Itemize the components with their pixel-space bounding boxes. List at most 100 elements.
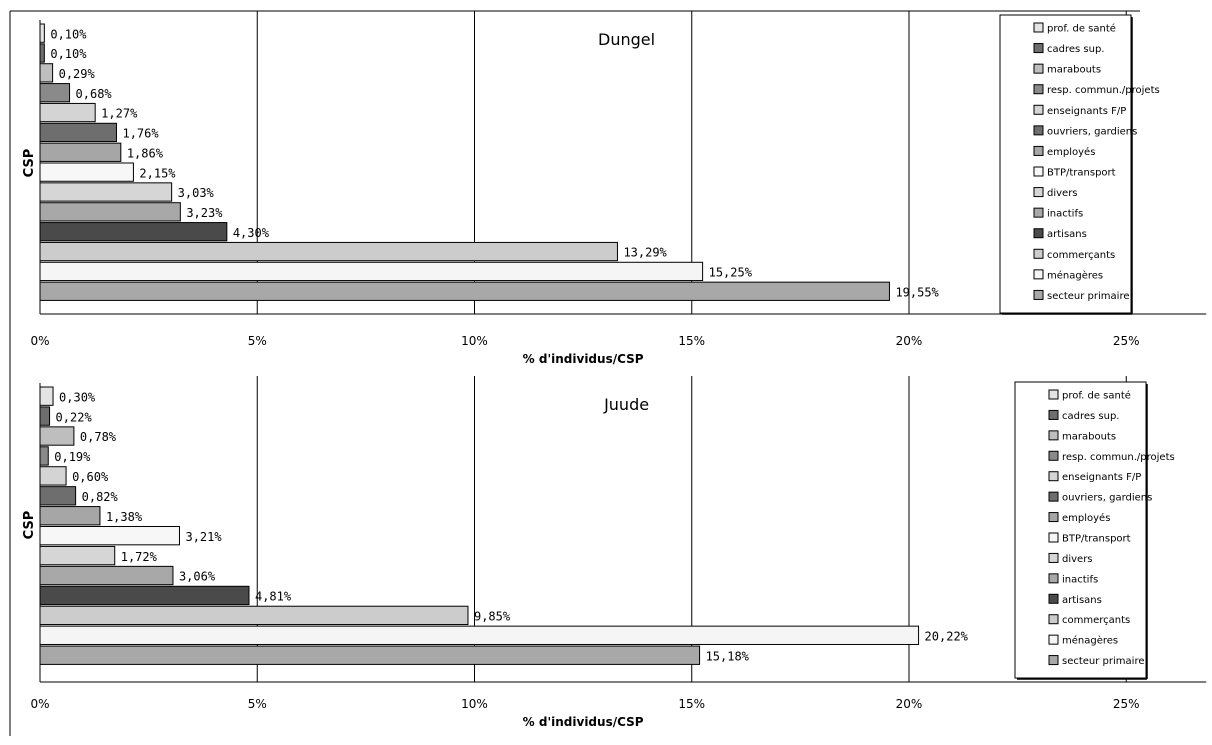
bar-value-label: 1,72% (121, 550, 158, 564)
legend-label: prof. de santé (1047, 23, 1116, 35)
bar-value-label: 1,38% (106, 510, 143, 524)
bar-5 (39, 466, 67, 486)
bar-4 (39, 83, 71, 103)
bar-value-label: 3,21% (185, 530, 222, 544)
bar-12 (39, 605, 469, 626)
legend-label: commerçants (1047, 250, 1115, 261)
bar-value-label: 0,60% (72, 470, 109, 484)
legend-label: secteur primaire (1047, 291, 1130, 302)
bar-value-label: 15,25% (709, 266, 753, 280)
legend-box (1014, 381, 1147, 679)
legend-swatch (1033, 187, 1044, 198)
legend-label: inactifs (1047, 209, 1083, 220)
bar-value-label: 0,29% (59, 67, 96, 81)
legend-swatch (1048, 430, 1059, 441)
bar-8 (39, 526, 180, 546)
legend-swatch (1033, 22, 1044, 33)
bar-7 (39, 506, 101, 526)
bar-value-label: 3,23% (186, 206, 223, 220)
legend-swatch (1048, 491, 1059, 502)
x-tick-label: 10% (461, 697, 488, 711)
legend-label: BTP/transport (1047, 168, 1116, 179)
bar-1 (39, 386, 54, 406)
bar-3 (39, 63, 54, 83)
bar-9 (39, 545, 116, 566)
legend-label: employés (1047, 146, 1095, 158)
legend-label: enseignants F/P (1062, 472, 1141, 483)
legend-label: resp. commun./projets (1047, 85, 1160, 96)
legend-label: resp. commun./projets (1062, 452, 1175, 463)
bar-2 (39, 406, 51, 426)
bar-value-label: 19,55% (895, 285, 939, 299)
bar-5 (39, 102, 96, 123)
bar-value-label: 9,85% (474, 610, 511, 624)
legend-swatch (1033, 289, 1044, 300)
legend-swatch (1033, 84, 1044, 95)
bar-value-label: 1,86% (127, 146, 164, 160)
legend-label: enseignants F/P (1047, 106, 1126, 117)
legend-label: ouvriers, gardiens (1047, 126, 1137, 137)
bar-3 (39, 426, 75, 446)
bar-value-label: 20,22% (925, 629, 969, 643)
legend-label: prof. de santé (1062, 390, 1131, 402)
bar-value-label: 0,78% (80, 430, 117, 444)
x-tick-label: 20% (896, 334, 923, 348)
chart-title: Dungel (598, 30, 655, 49)
x-tick-label: 15% (678, 697, 705, 711)
legend-label: marabouts (1062, 431, 1116, 442)
legend-swatch (1033, 43, 1044, 54)
legend-label: cadres sup. (1062, 411, 1119, 422)
x-tick-label: 5% (248, 697, 267, 711)
x-tick-label: 0% (30, 334, 49, 348)
bar-11 (39, 222, 228, 242)
legend-swatch (1048, 409, 1059, 420)
legend-swatch (1048, 552, 1059, 563)
legend-label: artisans (1062, 595, 1102, 606)
x-axis-label: % d'individus/CSP (523, 352, 644, 366)
bar-11 (39, 585, 250, 606)
legend-swatch (1033, 228, 1044, 239)
bar-value-label: 1,76% (122, 127, 159, 141)
bar-value-label: 0,30% (59, 390, 96, 404)
bar-value-label: 2,15% (139, 166, 176, 180)
legend-swatch (1048, 614, 1059, 625)
legend-label: divers (1062, 554, 1093, 565)
x-axis-label: % d'individus/CSP (523, 715, 644, 729)
x-tick-label: 15% (678, 334, 705, 348)
x-tick-label: 10% (461, 334, 488, 348)
bar-value-label: 1,27% (101, 107, 138, 121)
x-tick-label: 5% (248, 334, 267, 348)
legend-swatch (1048, 573, 1059, 584)
bar-6 (39, 486, 77, 506)
legend-label: ouvriers, gardiens (1062, 493, 1152, 504)
legend-swatch (1048, 532, 1059, 543)
bar-value-label: 4,30% (233, 226, 270, 240)
legend-label: marabouts (1047, 65, 1101, 76)
y-axis-label: CSP (22, 149, 37, 178)
legend-label: employés (1062, 512, 1110, 524)
legend-label: secteur primaire (1062, 656, 1145, 667)
bar-value-label: 0,19% (54, 450, 91, 464)
legend-swatch (1033, 207, 1044, 218)
x-tick-label: 25% (1113, 697, 1140, 711)
bar-2 (39, 43, 45, 63)
legend-swatch (1033, 166, 1044, 177)
legend-swatch (1033, 125, 1044, 136)
bar-13 (39, 625, 920, 645)
bar-10 (39, 565, 174, 586)
bar-9 (39, 182, 173, 202)
legend-swatch (1048, 634, 1059, 645)
legend-swatch (1048, 593, 1059, 604)
legend-label: ménagères (1062, 635, 1118, 647)
bar-value-label: 15,18% (706, 649, 750, 663)
bar-value-label: 3,06% (179, 570, 216, 584)
legend-swatch (1033, 248, 1044, 259)
legend-label: cadres sup. (1047, 44, 1104, 55)
x-tick-label: 20% (896, 697, 923, 711)
bar-value-label: 0,82% (82, 490, 119, 504)
legend-swatch (1048, 512, 1059, 523)
legend-label: commerçants (1062, 615, 1130, 626)
legend-swatch (1033, 104, 1044, 115)
